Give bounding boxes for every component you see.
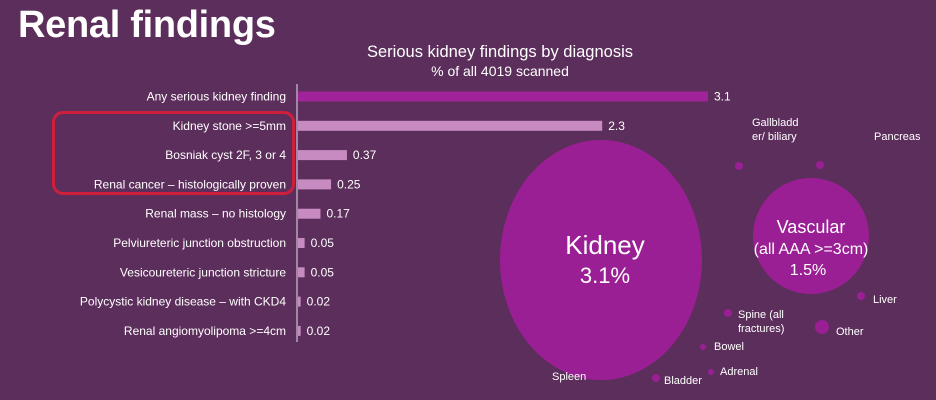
bar-category-label: Vesicoureteric junction stricture: [120, 265, 286, 279]
bar: [298, 91, 708, 102]
spleen-label: Spleen: [552, 371, 586, 383]
spine-label-line2: fractures): [738, 323, 784, 335]
bar-value-label: 2.3: [608, 119, 625, 133]
kidney-bubble-value: 3.1%: [580, 263, 630, 288]
bar-value-label: 3.1: [714, 90, 731, 104]
bar: [298, 120, 603, 131]
slide-title: Renal findings: [18, 4, 276, 46]
other-bubble: [815, 320, 829, 334]
bladder-bubble: [652, 374, 660, 382]
vascular-bubble: [753, 178, 869, 294]
bar-value-label: 0.17: [326, 207, 350, 221]
bowel-bubble: [700, 344, 706, 350]
bar: [298, 296, 301, 307]
bar: [298, 150, 347, 161]
liver-bubble: [857, 292, 865, 300]
vascular-bubble-value: 1.5%: [790, 262, 826, 279]
bar-category-label: Renal mass – no histology: [145, 207, 286, 221]
bar-value-label: 0.05: [311, 265, 335, 279]
bar-category-label: Renal angiomyolipoma >=4cm: [124, 324, 286, 338]
adrenal-label: Adrenal: [720, 366, 758, 378]
pancreas-bubble: [816, 161, 824, 169]
spine-bubble: [724, 309, 732, 317]
chart-subtitle: % of all 4019 scanned: [431, 63, 569, 79]
gallbladder-bubble: [735, 162, 743, 170]
bar-category-label: Kidney stone >=5mm: [173, 119, 286, 133]
gallbladder-label-line2: er/ biliary: [752, 131, 797, 143]
bar-value-label: 0.02: [307, 324, 331, 338]
highlight-box: [52, 111, 295, 195]
bar-value-label: 0.05: [311, 236, 335, 250]
bowel-label: Bowel: [714, 341, 744, 353]
bar-value-label: 0.37: [353, 148, 377, 162]
bar-category-label: Any serious kidney finding: [147, 90, 286, 104]
bar-category-label: Renal cancer – histologically proven: [94, 177, 286, 191]
liver-label: Liver: [873, 294, 897, 306]
bar: [298, 238, 305, 248]
spine-label-line1: Spine (all: [738, 309, 784, 321]
bar-category-label: Bosniak cyst 2F, 3 or 4: [165, 148, 286, 162]
bar-category-label: Polycystic kidney disease – with CKD4: [80, 295, 286, 309]
bar: [298, 208, 321, 219]
vascular-bubble-line1: Vascular: [777, 217, 846, 237]
bar: [298, 267, 305, 278]
bar-category-label: Pelviureteric junction obstruction: [113, 236, 286, 250]
bladder-label: Bladder: [664, 375, 702, 387]
kidney-bubble: [500, 140, 702, 380]
vascular-bubble-line2: (all AAA >=3cm): [754, 241, 869, 258]
bar-value-label: 0.02: [307, 295, 331, 309]
chart-title: Serious kidney findings by diagnosis: [367, 43, 633, 61]
gallbladder-label-line1: Gallbladd: [752, 117, 798, 129]
bar: [298, 325, 301, 336]
kidney-bubble-name: Kidney: [565, 230, 645, 260]
other-label: Other: [836, 326, 864, 338]
bar-value-label: 0.25: [337, 177, 361, 191]
bar: [298, 179, 332, 190]
pancreas-label: Pancreas: [874, 131, 921, 143]
adrenal-bubble: [708, 369, 714, 375]
